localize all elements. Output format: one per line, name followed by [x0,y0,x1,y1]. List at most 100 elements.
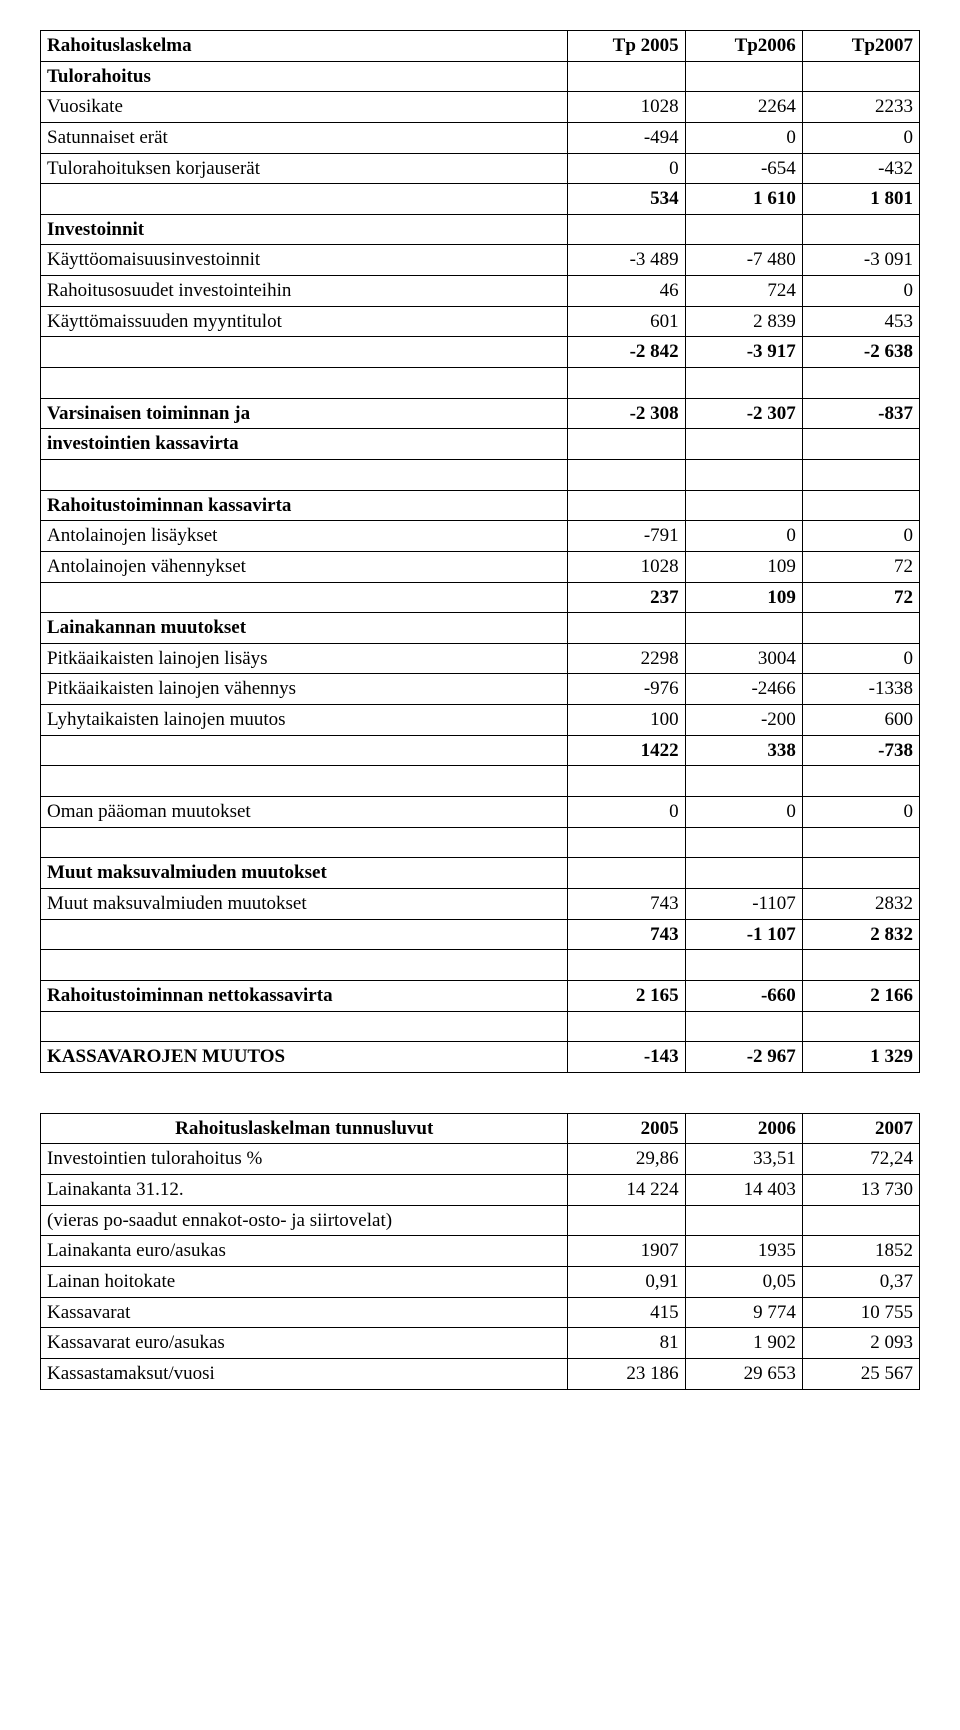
column-header: 2005 [568,1113,685,1144]
cell-value: -3 091 [802,245,919,276]
cell-value [568,950,685,981]
cell-value [568,1011,685,1042]
cell-value: 1 610 [685,184,802,215]
cell-value: 0 [685,797,802,828]
cell-value [568,459,685,490]
row-label: Käyttöomaisuusinvestoinnit [41,245,568,276]
cell-value: 2 166 [802,980,919,1011]
cell-value [568,368,685,399]
cell-value: -2 842 [568,337,685,368]
cell-value: 13 730 [802,1175,919,1206]
cell-value: 1422 [568,735,685,766]
cell-value: 9 774 [685,1297,802,1328]
cell-value [685,368,802,399]
cell-value: 2264 [685,92,802,123]
row-label: Muut maksuvalmiuden muutokset [41,888,568,919]
row-label [41,368,568,399]
cell-value: 0 [802,643,919,674]
cell-value: 14 224 [568,1175,685,1206]
column-header-label: Rahoituslaskelman tunnusluvut [41,1113,568,1144]
cell-value: -1338 [802,674,919,705]
cell-value [802,1011,919,1042]
row-label: Lainakanta euro/asukas [41,1236,568,1267]
row-label: Tulorahoitus [41,61,568,92]
cell-value [685,214,802,245]
cell-value: 1 902 [685,1328,802,1359]
row-label [41,766,568,797]
row-label: Investointien tulorahoitus % [41,1144,568,1175]
cell-value: 23 186 [568,1358,685,1389]
cell-value: 724 [685,276,802,307]
cell-value: 534 [568,184,685,215]
cell-value: -1107 [685,888,802,919]
cell-value: 0 [802,521,919,552]
row-label: Antolainojen vähennykset [41,551,568,582]
cell-value: 3004 [685,643,802,674]
cell-value: -837 [802,398,919,429]
cell-value: -2 967 [685,1042,802,1073]
cell-value: 0,91 [568,1266,685,1297]
cell-value: 2 093 [802,1328,919,1359]
cell-value: -976 [568,674,685,705]
cell-value: 25 567 [802,1358,919,1389]
cell-value: 2298 [568,643,685,674]
cell-value [568,858,685,889]
row-label [41,184,568,215]
column-header-label: Rahoituslaskelma [41,31,568,62]
cell-value: 0 [568,153,685,184]
cell-value: 0 [802,797,919,828]
cell-value: 2 839 [685,306,802,337]
cell-value [568,766,685,797]
cell-value [568,61,685,92]
cell-value: -1 107 [685,919,802,950]
cell-value: 1028 [568,551,685,582]
cell-value: 0 [568,797,685,828]
cell-value [802,368,919,399]
column-header: Tp2006 [685,31,802,62]
cell-value: 109 [685,582,802,613]
cell-value: 46 [568,276,685,307]
cell-value [685,1205,802,1236]
cell-value [802,214,919,245]
row-label: Rahoitustoiminnan kassavirta [41,490,568,521]
row-label: Lainakanta 31.12. [41,1175,568,1206]
cell-value [685,858,802,889]
cell-value: 0,05 [685,1266,802,1297]
cell-value: 0 [685,521,802,552]
row-label: Pitkäaikaisten lainojen vähennys [41,674,568,705]
cell-value: -3 917 [685,337,802,368]
row-label: Varsinaisen toiminnan ja [41,398,568,429]
row-label: Käyttömaissuuden myyntitulot [41,306,568,337]
cell-value [568,1205,685,1236]
cell-value: 100 [568,705,685,736]
row-label: Oman pääoman muutokset [41,797,568,828]
cell-value [685,613,802,644]
cell-value: 1 801 [802,184,919,215]
cell-value: -7 480 [685,245,802,276]
cell-value: 1 329 [802,1042,919,1073]
cell-value [568,827,685,858]
cell-value: 0 [685,122,802,153]
cell-value: 81 [568,1328,685,1359]
cell-value: -143 [568,1042,685,1073]
row-label: Satunnaiset erät [41,122,568,153]
cell-value: 2 165 [568,980,685,1011]
cell-value: -2 307 [685,398,802,429]
cell-value: 415 [568,1297,685,1328]
cell-value: 600 [802,705,919,736]
cell-value [802,61,919,92]
cell-value: 743 [568,919,685,950]
cell-value: 453 [802,306,919,337]
cell-value: 338 [685,735,802,766]
cell-value [685,429,802,460]
row-label [41,582,568,613]
cell-value [685,766,802,797]
row-label: Tulorahoituksen korjauserät [41,153,568,184]
cell-value: 1935 [685,1236,802,1267]
cell-value: 29 653 [685,1358,802,1389]
row-label: Kassastamaksut/vuosi [41,1358,568,1389]
cell-value: -2 638 [802,337,919,368]
row-label: Kassavarat euro/asukas [41,1328,568,1359]
row-label: Lyhytaikaisten lainojen muutos [41,705,568,736]
row-label: Investoinnit [41,214,568,245]
